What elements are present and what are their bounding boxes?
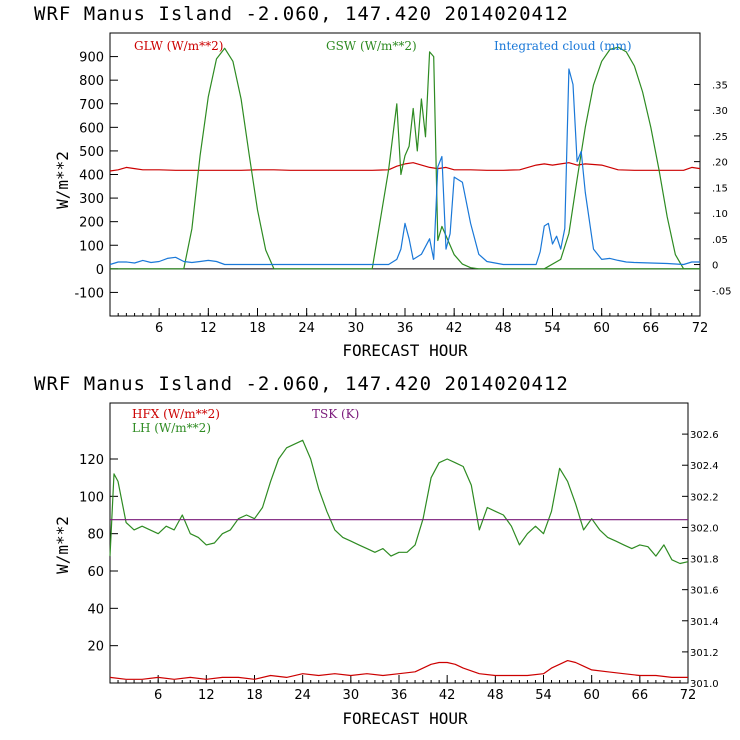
series-lh-line bbox=[109, 439, 689, 565]
y-tick-label: 500 bbox=[79, 145, 104, 160]
x-tick-label: 54 bbox=[544, 321, 561, 336]
x-tick-label: 24 bbox=[298, 321, 315, 336]
series-integrated-line bbox=[109, 68, 700, 266]
y-tick-label: 900 bbox=[79, 51, 104, 66]
y-tick-label: 600 bbox=[79, 121, 104, 136]
legend-cloud: Integrated cloud (mm) bbox=[494, 39, 632, 53]
legend-glw: GLW (W/m**2) bbox=[134, 39, 223, 53]
x-tick-label: 18 bbox=[246, 688, 263, 703]
y-tick-label: 300 bbox=[79, 192, 104, 207]
x-tick-label: 12 bbox=[198, 688, 215, 703]
bottom-y2-axis: 301.0 301.2 301.4 301.6 301.8 302.0 302.2 302.4… bbox=[682, 430, 719, 690]
y2-tick-label: -.05 bbox=[712, 286, 732, 297]
x-tick-label: 18 bbox=[249, 321, 266, 336]
x-tick-label: 54 bbox=[535, 688, 552, 703]
x-tick-label: 48 bbox=[495, 321, 512, 336]
top-panel: WRF Manus Island -2.060, 147.420 2014020… bbox=[34, 3, 732, 360]
x-tick-label: 66 bbox=[632, 688, 649, 703]
x-tick-label: 60 bbox=[593, 321, 610, 336]
top-y-label: W/m**2 bbox=[53, 151, 72, 209]
bottom-chart-title: WRF Manus Island -2.060, 147.420 2014020… bbox=[34, 373, 569, 395]
y-tick-label: 120 bbox=[79, 453, 104, 468]
bottom-panel: WRF Manus Island -2.060, 147.420 2014020… bbox=[34, 373, 719, 728]
top-y2-axis: -.05 0 .05 .10 .15 .20 .25 .30 .35 bbox=[694, 80, 732, 297]
bottom-x-label: FORECAST HOUR bbox=[342, 709, 468, 728]
series-gsw2-line bbox=[544, 46, 700, 270]
bottom-x-axis: 6 12 18 24 30 36 42 48 54 60 66 72 bbox=[109, 675, 697, 703]
x-tick-label: 30 bbox=[348, 321, 365, 336]
y-tick-label: 700 bbox=[79, 98, 104, 113]
legend-hfx: HFX (W/m**2) bbox=[132, 407, 220, 421]
bottom-y-axis: 20 40 60 80 100 120 bbox=[79, 453, 118, 655]
y-tick-label: 0 bbox=[96, 263, 104, 278]
y-tick-label: 80 bbox=[87, 528, 104, 543]
x-tick-label: 60 bbox=[583, 688, 600, 703]
x-tick-label: 6 bbox=[154, 688, 162, 703]
x-tick-label: 72 bbox=[680, 688, 697, 703]
y2-tick-label: .10 bbox=[712, 209, 728, 220]
legend-lh: LH (W/m**2) bbox=[132, 421, 211, 435]
y-tick-label: 400 bbox=[79, 169, 104, 184]
y-tick-label: 800 bbox=[79, 74, 104, 89]
y2-tick-label: .20 bbox=[712, 158, 728, 169]
y2-tick-label: .35 bbox=[712, 80, 728, 91]
x-tick-label: 72 bbox=[692, 321, 709, 336]
x-tick-label: 36 bbox=[397, 321, 414, 336]
bottom-y-label: W/m**2 bbox=[53, 516, 72, 574]
y2-tick-label: 301.4 bbox=[690, 617, 719, 628]
x-tick-label: 30 bbox=[343, 688, 360, 703]
series-gsw-line bbox=[110, 47, 700, 270]
x-tick-label: 42 bbox=[446, 321, 463, 336]
top-chart-title: WRF Manus Island -2.060, 147.420 2014020… bbox=[34, 3, 569, 25]
bottom-plot-frame bbox=[109, 402, 689, 684]
y2-tick-label: 301.0 bbox=[690, 679, 719, 690]
y-tick-label: 60 bbox=[87, 565, 104, 580]
y2-tick-label: .15 bbox=[712, 183, 728, 194]
legend-tsk: TSK (K) bbox=[312, 407, 359, 421]
series-glw-line bbox=[109, 162, 701, 172]
y2-tick-label: .25 bbox=[712, 132, 728, 143]
y-tick-label: -100 bbox=[74, 286, 104, 301]
y-tick-label: 40 bbox=[87, 602, 104, 617]
y2-tick-label: .30 bbox=[712, 106, 728, 117]
series-hfx-line bbox=[109, 659, 688, 680]
y2-tick-label: 301.6 bbox=[690, 586, 719, 597]
y2-tick-label: 302.0 bbox=[690, 523, 719, 534]
bottom-series bbox=[109, 439, 689, 680]
y-tick-label: 100 bbox=[79, 490, 104, 505]
y2-tick-label: 302.4 bbox=[690, 461, 719, 472]
x-tick-label: 6 bbox=[155, 321, 163, 336]
x-tick-label: 24 bbox=[294, 688, 311, 703]
y2-tick-label: 302.2 bbox=[690, 492, 719, 503]
top-series bbox=[109, 46, 701, 270]
top-x-label: FORECAST HOUR bbox=[342, 341, 468, 360]
x-tick-label: 42 bbox=[439, 688, 456, 703]
x-tick-label: 36 bbox=[391, 688, 408, 703]
y2-tick-label: 302.6 bbox=[690, 430, 719, 441]
y2-tick-label: 0 bbox=[712, 261, 718, 272]
x-tick-label: 48 bbox=[487, 688, 504, 703]
y2-tick-label: 301.2 bbox=[690, 648, 719, 659]
legend-gsw: GSW (W/m**2) bbox=[326, 39, 417, 53]
y-tick-label: 100 bbox=[79, 239, 104, 254]
x-tick-label: 12 bbox=[200, 321, 217, 336]
top-x-axis: 6 12 18 24 30 36 42 48 54 60 66 72 bbox=[109, 308, 709, 336]
y-tick-label: 200 bbox=[79, 216, 104, 231]
x-tick-label: 66 bbox=[643, 321, 660, 336]
top-y-axis: -100 0 100 200 300 400 500 600 700 800 900 bbox=[74, 51, 118, 301]
y2-tick-label: 301.8 bbox=[690, 555, 719, 566]
y-tick-label: 20 bbox=[87, 640, 104, 655]
y2-tick-label: .05 bbox=[712, 235, 728, 246]
